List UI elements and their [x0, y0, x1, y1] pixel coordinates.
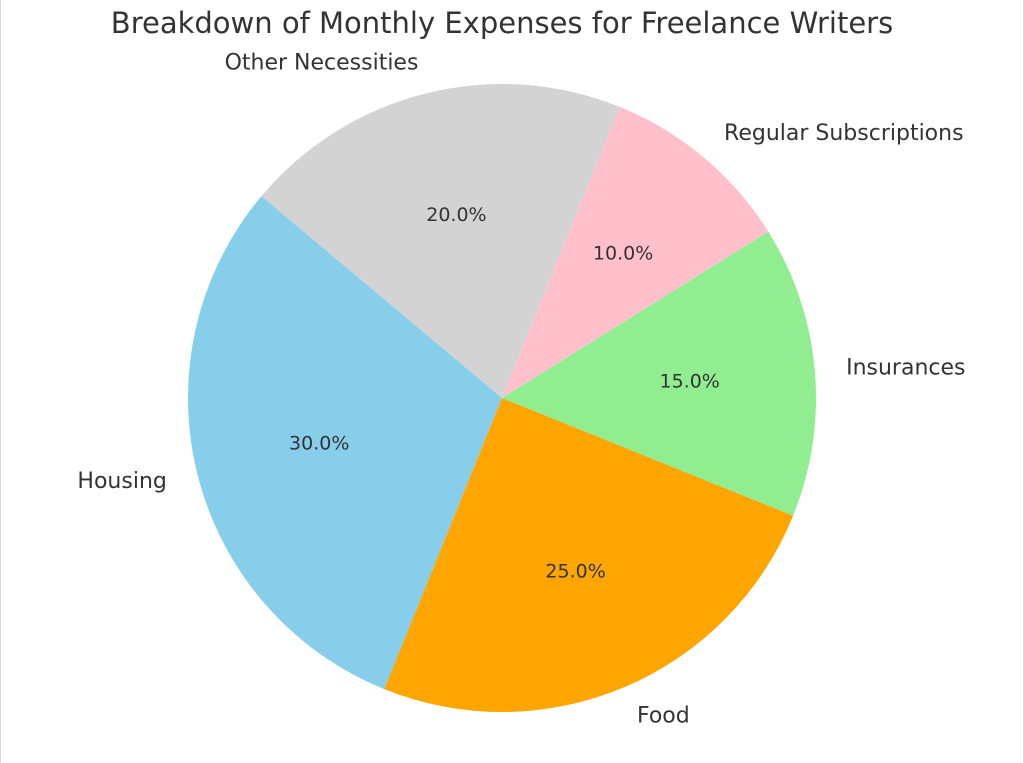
percent-label-regular-subscriptions: 10.0% — [593, 243, 653, 265]
category-label-housing: Housing — [77, 469, 166, 494]
pie-slice-regular-subscriptions — [502, 106, 769, 399]
percent-label-other-necessities: 20.0% — [426, 204, 486, 226]
percent-label-food: 25.0% — [545, 560, 605, 582]
category-labels: Housing Food Insurances Regular Subscriptio… — [77, 50, 965, 728]
pie-slice-insurances — [502, 231, 816, 516]
pie-slice-food — [384, 398, 794, 712]
category-label-other-necessities: Other Necessities — [225, 50, 419, 75]
pie-slice-other-necessities — [261, 83, 620, 398]
category-label-insurances: Insurances — [846, 355, 965, 380]
percent-label-housing: 30.0% — [289, 433, 349, 455]
chart-title: Breakdown of Monthly Expenses for Freela… — [111, 6, 893, 40]
percent-labels: 30.0% 25.0% 15.0% 10.0% 20.0% — [289, 204, 720, 582]
percent-label-insurances: 15.0% — [660, 371, 720, 393]
category-label-food: Food — [637, 703, 690, 728]
category-label-regular-subscriptions: Regular Subscriptions — [724, 121, 964, 146]
pie-slices — [187, 83, 816, 712]
pie-slice-housing — [187, 196, 502, 690]
